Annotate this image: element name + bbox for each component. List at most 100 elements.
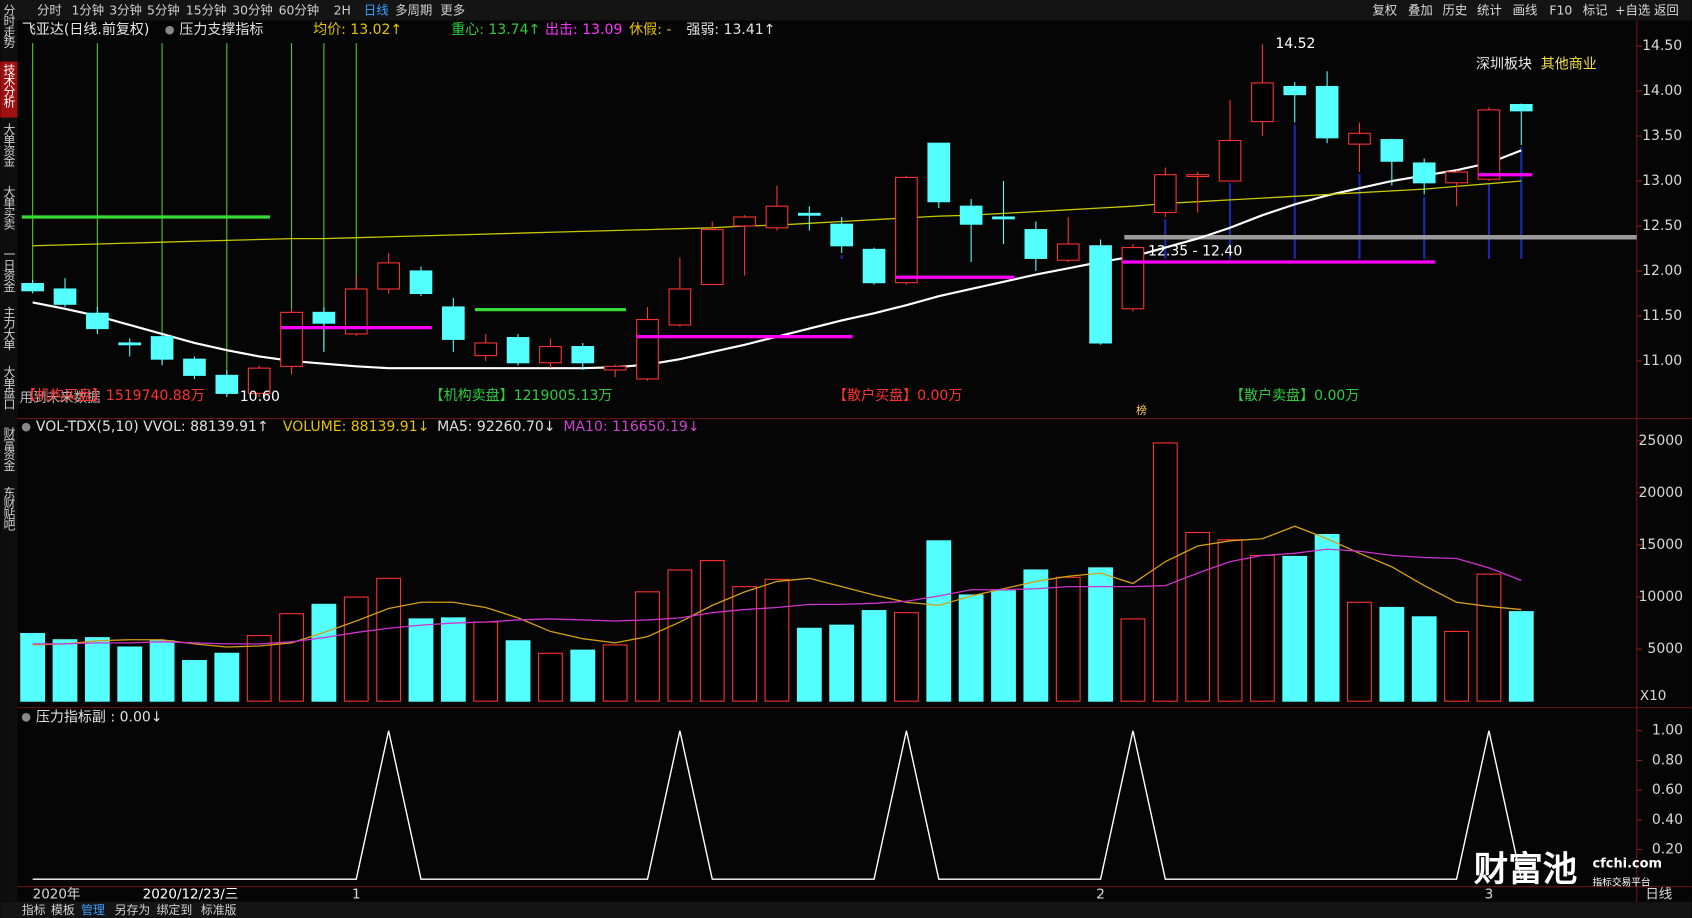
header-item: 压力指标副 : 0.00↓ — [36, 709, 163, 725]
bottom-tab[interactable]: 另存为 — [115, 903, 151, 917]
x-tick-label: 2 — [1096, 886, 1105, 902]
y-tick-label: 12.50 — [1642, 218, 1682, 234]
candle-body — [1509, 103, 1533, 112]
y-tick-label: 13.00 — [1642, 173, 1682, 189]
volume-bar — [991, 590, 1016, 702]
toolbar-button[interactable]: +自选 — [1615, 2, 1650, 17]
candle-body — [442, 306, 465, 340]
toolbar-tab[interactable]: 日线 — [364, 2, 389, 17]
volume-bar — [538, 652, 563, 702]
volume-ma-line — [32, 548, 1522, 645]
x-tick-label: 1 — [352, 886, 361, 902]
toolbar-tab[interactable]: 更多 — [440, 2, 465, 17]
candle-body — [636, 319, 659, 380]
sidebar-tab[interactable]: 大单资金 — [2, 122, 16, 166]
volume-bar — [149, 640, 175, 702]
y-tick-label: 0.20 — [1652, 841, 1683, 857]
bottom-tab[interactable]: 管理 — [81, 903, 105, 917]
volume-bar — [796, 627, 822, 702]
sub-sector: 其他商业 — [1541, 57, 1597, 73]
toolbar-tab[interactable]: 5分钟 — [147, 2, 180, 17]
volume-bar — [1411, 616, 1437, 702]
candle-body — [1024, 229, 1048, 259]
candle-body — [1056, 243, 1080, 261]
toolbar-tab[interactable]: 2H — [334, 2, 351, 17]
candle-body — [603, 365, 627, 371]
sidebar-tab[interactable]: 分时走势 — [2, 4, 16, 48]
sidebar-tab[interactable]: 财富资金 — [2, 427, 16, 471]
sidebar-tab[interactable]: 东财贴吧 — [2, 487, 16, 531]
range-label: 12.35 - 12.40 — [1148, 243, 1242, 259]
volume-bar — [699, 560, 725, 702]
bottom-tab[interactable]: 标准版 — [201, 903, 237, 917]
flow-label: 【散户卖盘】0.00万 — [1230, 387, 1359, 404]
sidebar-tab[interactable]: 大单买卖 — [2, 185, 16, 230]
sidebar-tab[interactable]: 大单盘口 — [2, 365, 16, 409]
candle-body — [1283, 85, 1307, 96]
toolbar-button[interactable]: 叠加 — [1408, 2, 1433, 17]
toolbar — [0, 0, 1692, 21]
toolbar-tab[interactable]: 30分钟 — [232, 2, 273, 17]
future-note: 用到未来数据 — [20, 390, 101, 406]
candle-body — [1380, 139, 1404, 162]
volume-bar — [1249, 554, 1275, 702]
volume-bar — [279, 613, 304, 702]
toolbar-tab[interactable]: 分时 — [37, 2, 62, 17]
toolbar-tab[interactable]: 3分钟 — [109, 2, 142, 17]
high-label: 14.52 — [1275, 36, 1315, 52]
sidebar-tab[interactable]: 技术分析 — [2, 64, 16, 109]
toolbar-tab[interactable]: 多周期 — [395, 2, 432, 17]
candle-body — [1153, 174, 1177, 214]
candle-body — [1218, 139, 1242, 182]
chart-title: 飞亚达(日线.前复权) — [22, 21, 150, 38]
volume-bar — [667, 569, 693, 702]
y-tick-label: 0.80 — [1652, 752, 1683, 768]
candle-body — [183, 358, 206, 376]
toolbar-tab[interactable]: 1分钟 — [71, 2, 104, 17]
candle-body — [312, 311, 336, 324]
toolbar-button[interactable]: 返回 — [1654, 2, 1679, 17]
header-item: MA10: 116650.19↓ — [563, 419, 699, 435]
volume-bar — [958, 594, 984, 702]
volume-bar — [1379, 606, 1405, 702]
volume-bar — [505, 640, 531, 702]
cursor-label: 2020/12/23/三 — [143, 886, 239, 902]
candle-body — [506, 337, 530, 364]
toolbar-button[interactable]: F10 — [1549, 2, 1572, 17]
candle-body — [668, 288, 692, 326]
toolbar-tab[interactable]: 15分钟 — [186, 2, 227, 17]
y-tick-label: 1.00 — [1652, 723, 1683, 739]
toolbar-tab[interactable]: 60分钟 — [279, 2, 320, 17]
bottom-tab[interactable]: 模板 — [51, 903, 75, 917]
volume-bar — [1444, 630, 1469, 702]
bottom-tab[interactable]: 绑定到 — [157, 903, 193, 917]
header-item: MA5: 92260.70↓ — [437, 419, 555, 435]
volume-bar — [926, 540, 952, 702]
bottom-tab[interactable]: 指标 — [22, 903, 46, 917]
toolbar-button[interactable]: 历史 — [1443, 2, 1468, 17]
toolbar-button[interactable]: 统计 — [1477, 2, 1502, 17]
y-tick-label: 14.50 — [1642, 38, 1682, 54]
volume-bar — [408, 618, 434, 702]
header-item: 出击: 13.09 — [545, 22, 622, 38]
candle-body — [215, 374, 239, 394]
volume-bar — [1217, 539, 1243, 702]
volume-bar — [311, 603, 337, 702]
candle-body — [797, 212, 821, 216]
toolbar-button[interactable]: 画线 — [1513, 2, 1538, 17]
sidebar-tab[interactable]: 一日资金 — [2, 248, 16, 292]
candle-body — [1445, 171, 1468, 184]
y-tick-label: 14.00 — [1642, 83, 1682, 99]
candle-body — [959, 205, 983, 225]
toolbar-button[interactable]: 标记 — [1583, 2, 1608, 17]
volume-bar — [1185, 531, 1211, 702]
volume-bar — [84, 637, 110, 702]
x-tick-label: 3 — [1485, 886, 1494, 902]
sidebar-tab[interactable]: 主力大单 — [2, 306, 16, 351]
volume-bar — [861, 610, 887, 702]
toolbar-button[interactable]: 复权 — [1372, 2, 1397, 17]
range-band — [1124, 234, 1637, 240]
indicator-line — [32, 730, 1522, 880]
